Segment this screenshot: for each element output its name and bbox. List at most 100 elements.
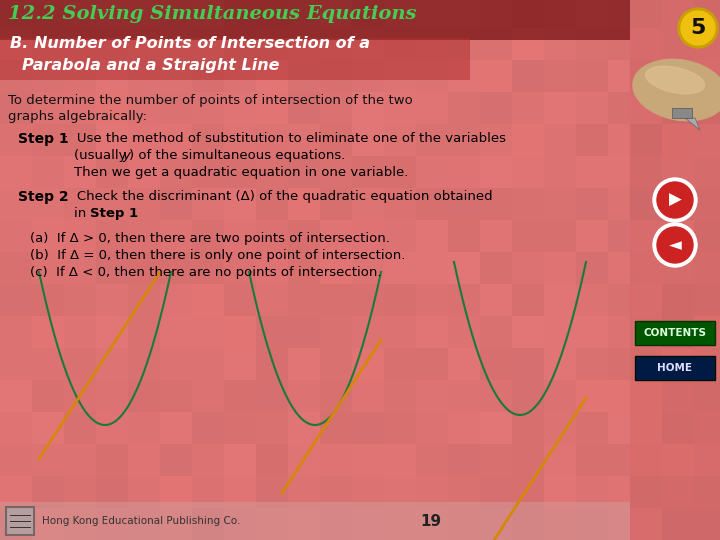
Bar: [608, 380, 640, 412]
Bar: [192, 220, 224, 252]
Bar: [256, 0, 288, 28]
Text: (c)  If Δ < 0, then there are no points of intersection.: (c) If Δ < 0, then there are no points o…: [30, 266, 382, 279]
Bar: [160, 412, 192, 444]
Bar: [694, 28, 720, 60]
Bar: [288, 28, 320, 60]
Bar: [224, 380, 256, 412]
Bar: [448, 284, 480, 316]
Bar: [128, 476, 160, 508]
Bar: [416, 444, 448, 476]
Bar: [320, 476, 352, 508]
Bar: [64, 508, 96, 540]
Bar: [256, 284, 288, 316]
Bar: [694, 92, 720, 124]
Text: To determine the number of points of intersection of the two: To determine the number of points of int…: [8, 94, 413, 107]
Bar: [630, 252, 662, 284]
Bar: [662, 252, 694, 284]
Bar: [512, 508, 544, 540]
Text: graphs algebraically:: graphs algebraically:: [8, 110, 147, 123]
Bar: [128, 124, 160, 156]
Bar: [694, 188, 720, 220]
Bar: [224, 508, 256, 540]
Bar: [128, 284, 160, 316]
Bar: [608, 284, 640, 316]
Bar: [416, 412, 448, 444]
Bar: [694, 252, 720, 284]
Bar: [608, 476, 640, 508]
Bar: [224, 156, 256, 188]
Bar: [32, 124, 64, 156]
Bar: [662, 124, 694, 156]
Bar: [128, 380, 160, 412]
Bar: [694, 508, 720, 540]
Bar: [288, 348, 320, 380]
Bar: [662, 60, 694, 92]
Bar: [224, 0, 256, 28]
Bar: [288, 124, 320, 156]
Bar: [662, 444, 694, 476]
Bar: [608, 188, 640, 220]
Bar: [0, 444, 32, 476]
Bar: [0, 502, 630, 540]
Bar: [576, 380, 608, 412]
Bar: [128, 252, 160, 284]
Bar: [544, 476, 576, 508]
Bar: [288, 60, 320, 92]
Bar: [256, 252, 288, 284]
Bar: [416, 124, 448, 156]
Bar: [694, 124, 720, 156]
Circle shape: [678, 8, 718, 48]
Bar: [384, 124, 416, 156]
Bar: [256, 28, 288, 60]
Bar: [0, 252, 32, 284]
Bar: [694, 220, 720, 252]
Bar: [662, 348, 694, 380]
Bar: [662, 188, 694, 220]
Bar: [544, 220, 576, 252]
Circle shape: [657, 182, 693, 218]
Bar: [96, 476, 128, 508]
Bar: [288, 380, 320, 412]
Bar: [160, 188, 192, 220]
Bar: [544, 284, 576, 316]
Bar: [352, 348, 384, 380]
Bar: [288, 316, 320, 348]
Bar: [480, 0, 512, 28]
Bar: [448, 380, 480, 412]
Bar: [576, 316, 608, 348]
Bar: [224, 188, 256, 220]
Bar: [576, 508, 608, 540]
FancyBboxPatch shape: [635, 321, 715, 345]
Bar: [96, 316, 128, 348]
Text: :  Check the discriminant (Δ) of the quadratic equation obtained: : Check the discriminant (Δ) of the quad…: [64, 190, 492, 203]
Bar: [416, 508, 448, 540]
Bar: [64, 316, 96, 348]
Text: 5: 5: [690, 18, 706, 38]
Bar: [160, 252, 192, 284]
Bar: [320, 508, 352, 540]
Bar: [480, 92, 512, 124]
Bar: [320, 92, 352, 124]
Bar: [576, 188, 608, 220]
Bar: [320, 0, 352, 28]
Bar: [96, 188, 128, 220]
Text: Hong Kong Educational Publishing Co.: Hong Kong Educational Publishing Co.: [42, 516, 240, 526]
Bar: [224, 316, 256, 348]
Bar: [32, 220, 64, 252]
Circle shape: [657, 227, 693, 263]
Bar: [192, 284, 224, 316]
Bar: [416, 28, 448, 60]
Text: CONTENTS: CONTENTS: [644, 328, 706, 338]
Bar: [662, 284, 694, 316]
Bar: [662, 412, 694, 444]
Bar: [0, 412, 32, 444]
Bar: [384, 156, 416, 188]
Bar: [160, 444, 192, 476]
Bar: [512, 348, 544, 380]
Bar: [384, 60, 416, 92]
Bar: [416, 0, 448, 28]
Bar: [32, 380, 64, 412]
Bar: [448, 476, 480, 508]
Bar: [224, 92, 256, 124]
Bar: [480, 508, 512, 540]
